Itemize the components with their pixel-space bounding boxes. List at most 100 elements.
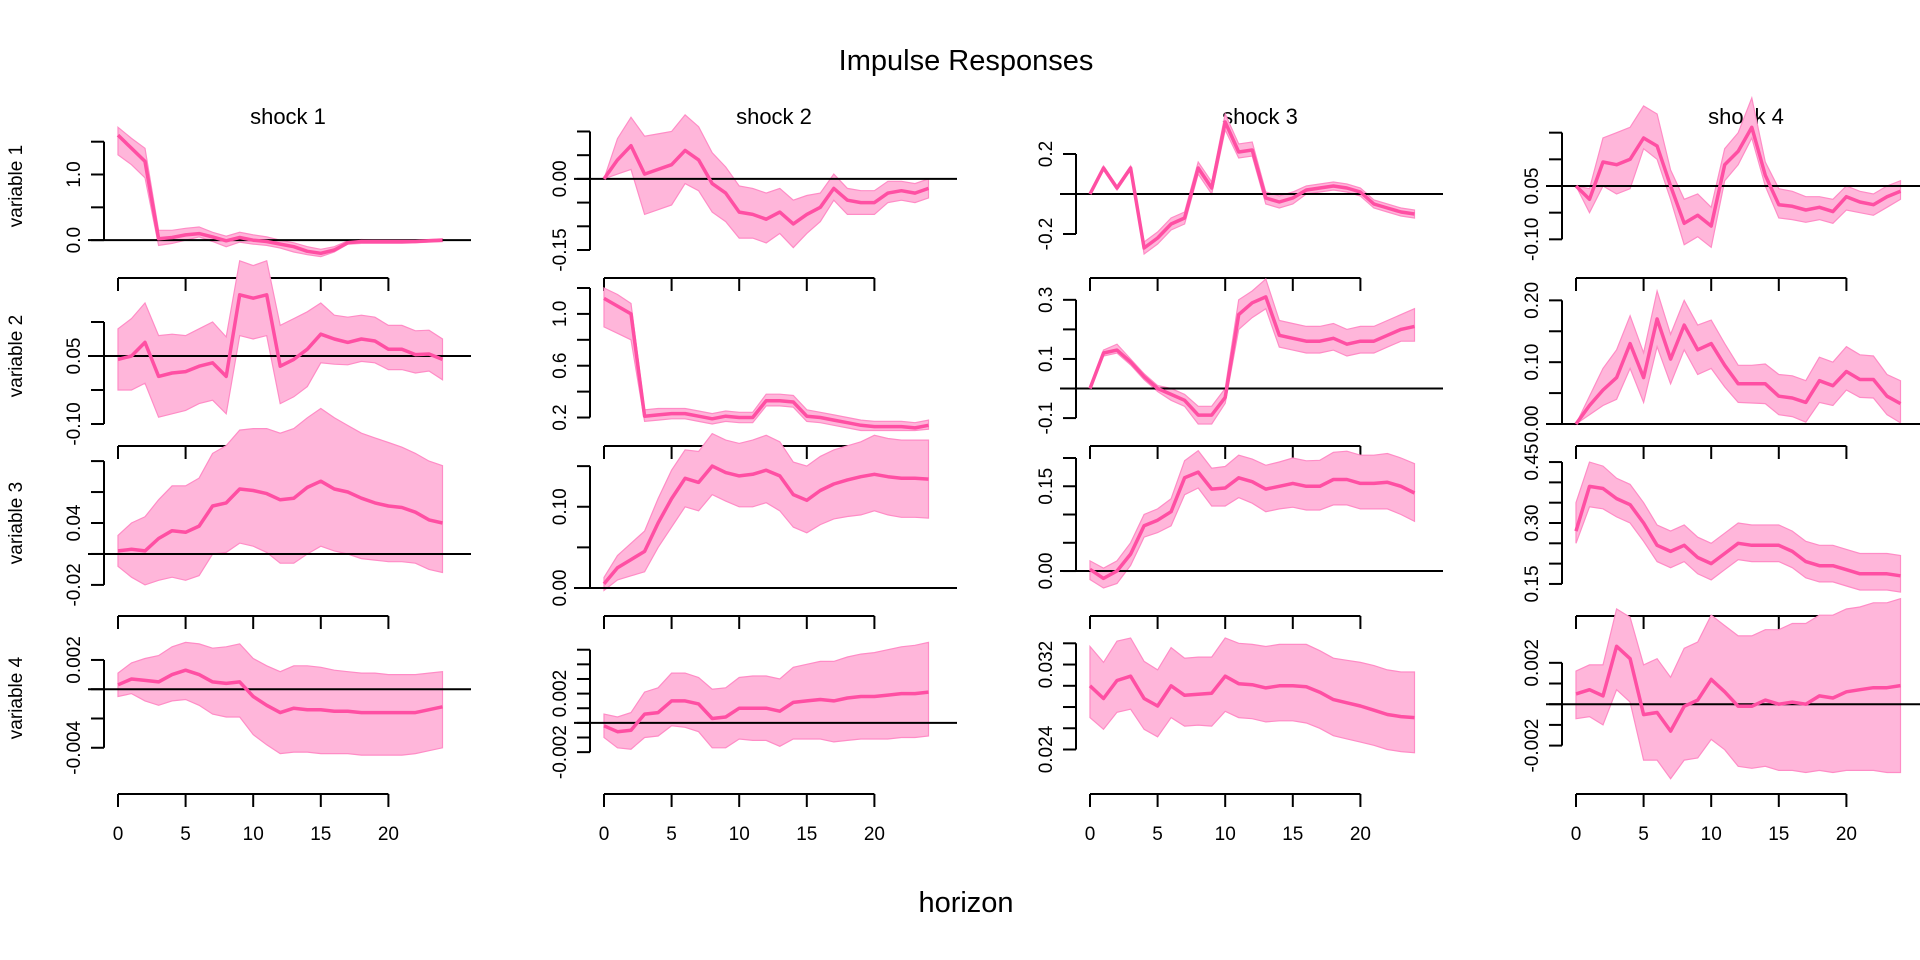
y-tick-label: 0.10 — [1522, 344, 1543, 381]
panel-2-3: -0.1 0.1 0.3 — [1036, 278, 1443, 459]
row-title-variable-3: variable 3 — [6, 482, 27, 564]
confidence-band — [117, 641, 444, 756]
median-response-line — [117, 293, 444, 379]
row-title-variable-1: variable 1 — [6, 145, 27, 227]
panel-1-2: -0.15 0.00 — [550, 114, 957, 291]
x-tick-label: 20 — [1836, 824, 1857, 845]
chart-title: Impulse Responses — [839, 45, 1094, 77]
y-tick-label: -0.2 — [1036, 218, 1057, 251]
y-tick-label: 0.1 — [1036, 346, 1057, 372]
y-tick-label: 0.002 — [64, 636, 85, 684]
x-tick-label: 5 — [1638, 824, 1649, 845]
y-tick-label: 0.024 — [1036, 725, 1057, 773]
confidence-band — [1089, 637, 1416, 754]
confidence-band — [1575, 597, 1902, 780]
y-tick-label: -0.10 — [64, 402, 85, 445]
median-response-line — [602, 143, 930, 226]
y-tick-label: 0.2 — [1036, 141, 1057, 167]
y-tick-label: 0.00 — [550, 160, 571, 197]
x-tick-label: 10 — [1701, 824, 1722, 845]
panel-3-3: 0.00 0.15 — [1036, 449, 1443, 629]
x-tick-label: 0 — [1571, 824, 1582, 845]
y-tick-label: -0.002 — [1522, 719, 1543, 773]
panel-2-1: -0.10 0.05 variable 2 — [6, 259, 471, 459]
y-tick-label: 0.05 — [64, 338, 85, 375]
median-response-line — [1088, 674, 1415, 720]
y-tick-label: 0.15 — [1036, 468, 1057, 505]
x-tick-label: 20 — [378, 824, 399, 845]
y-tick-label: 0.00 — [1522, 406, 1543, 443]
y-tick-label: 0.002 — [1522, 639, 1543, 687]
median-response-line — [1574, 125, 1902, 228]
panel-2-4: 0.00 0.10 0.20 — [1522, 282, 1920, 459]
x-tick-label: 15 — [1282, 824, 1303, 845]
confidence-band — [603, 287, 930, 432]
panel-3-2: 0.00 0.10 — [550, 432, 957, 629]
y-tick-label: 0.10 — [550, 488, 571, 525]
confidence-band — [1089, 278, 1416, 425]
column-title-shock-1: shock 1 — [250, 104, 326, 129]
column-title-shock-3: shock 3 — [1222, 104, 1298, 129]
y-tick-label: 0.0 — [64, 227, 85, 253]
panel-4-4: -0.002 0.002 0 5 10 15 20 — [1522, 597, 1920, 845]
median-response-line — [1574, 317, 1902, 426]
median-response-line — [116, 133, 443, 256]
y-tick-label: 0.04 — [64, 504, 85, 541]
panel-3-1: -0.02 0.04 variable 3 — [6, 407, 471, 629]
y-tick-label: 0.3 — [1036, 287, 1057, 313]
x-tick-label: 10 — [1215, 824, 1236, 845]
panel-2-2: 0.2 0.6 1.0 — [550, 287, 930, 459]
median-response-line — [117, 668, 443, 715]
row-title-variable-4: variable 4 — [6, 656, 27, 739]
x-tick-label: 10 — [729, 824, 750, 845]
y-tick-label: 0.6 — [550, 353, 571, 379]
confidence-band — [1575, 461, 1902, 593]
x-tick-label: 0 — [1085, 824, 1096, 845]
panel-4-1: -0.004 0.002 0 5 10 15 20 variable 4 — [6, 636, 471, 845]
x-tick-label: 15 — [796, 824, 817, 845]
confidence-band — [1089, 112, 1416, 256]
x-tick-label: 5 — [1152, 824, 1163, 845]
y-tick-label: 0.002 — [550, 670, 571, 718]
x-tick-label: 10 — [243, 824, 264, 845]
y-tick-label: -0.004 — [64, 720, 85, 774]
x-tick-label: 15 — [310, 824, 331, 845]
y-tick-label: 0.45 — [1522, 444, 1543, 481]
x-axis-label: horizon — [918, 887, 1013, 919]
y-tick-label: -0.1 — [1036, 402, 1057, 435]
column-title-shock-2: shock 2 — [736, 104, 812, 129]
panel-1-4: -0.10 0.05 — [1522, 95, 1920, 291]
confidence-band — [117, 259, 444, 418]
panel-1-1: 0.0 1.0 variable 1 — [6, 126, 471, 291]
y-tick-label: 0.05 — [1522, 168, 1543, 205]
x-tick-label: 5 — [666, 824, 677, 845]
median-response-line — [603, 296, 929, 430]
x-tick-label: 20 — [864, 824, 885, 845]
y-tick-label: 0.032 — [1036, 641, 1057, 689]
panel-1-3: -0.2 0.2 — [1036, 112, 1443, 291]
confidence-band — [603, 432, 930, 592]
confidence-band — [117, 407, 444, 586]
x-tick-label: 5 — [180, 824, 191, 845]
x-tick-label: 0 — [113, 824, 124, 845]
median-response-line — [603, 690, 929, 734]
x-tick-label: 0 — [599, 824, 610, 845]
x-tick-label: 15 — [1768, 824, 1789, 845]
y-tick-label: -0.002 — [550, 725, 571, 779]
confidence-band — [1574, 95, 1902, 249]
y-tick-label: -0.15 — [550, 228, 571, 271]
y-tick-label: 1.0 — [64, 161, 85, 187]
median-response-line — [1575, 644, 1901, 733]
y-tick-label: 0.30 — [1522, 505, 1543, 542]
median-response-line — [1574, 484, 1901, 578]
median-response-line — [1088, 120, 1415, 250]
median-response-line — [602, 464, 929, 586]
y-tick-label: -0.02 — [64, 563, 85, 606]
confidence-band — [1089, 449, 1416, 589]
median-response-line — [1089, 470, 1416, 581]
median-response-line — [117, 479, 443, 553]
panel-3-4: 0.15 0.30 0.45 — [1522, 444, 1902, 629]
y-tick-label: -0.10 — [1522, 218, 1543, 261]
